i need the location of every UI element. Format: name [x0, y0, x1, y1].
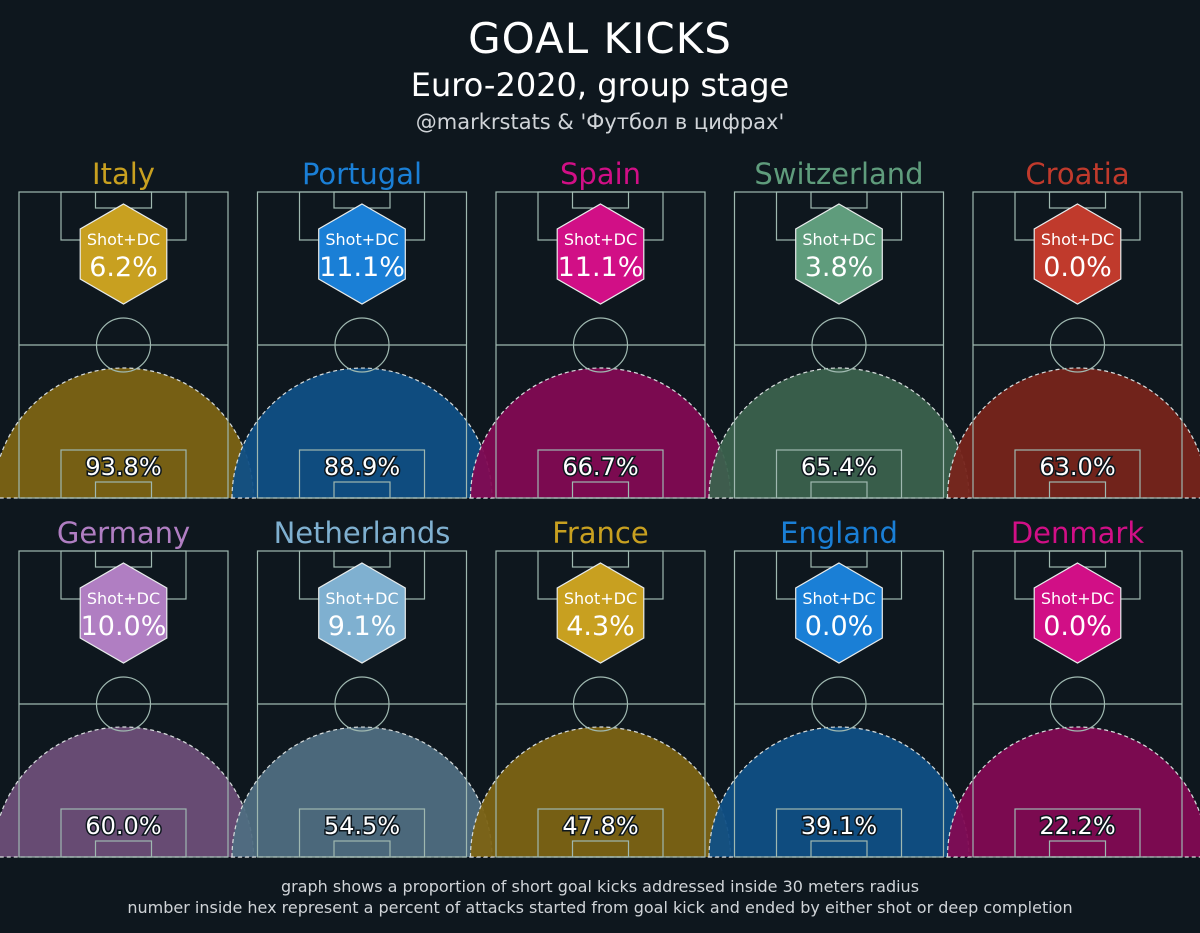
center-circle [811, 317, 867, 373]
center-circle [334, 317, 390, 373]
team-name: Denmark [1011, 516, 1144, 550]
hex-label: Shot+DC [87, 589, 160, 608]
shot-dc-hex [79, 562, 168, 664]
center-circle [95, 317, 152, 373]
team-name: Germany [57, 516, 190, 550]
goal-area-bottom [333, 481, 391, 499]
center-circle [95, 676, 152, 732]
center-circle [1049, 317, 1106, 373]
center-circle [1049, 676, 1106, 732]
chart-credit: @markrstats & 'Футбол в цифрах' [415, 110, 785, 134]
shot-dc-hex [1033, 562, 1122, 664]
shot-dc-hex [556, 562, 645, 664]
center-circle [572, 676, 629, 732]
short-kick-percent: 65.4% [801, 453, 877, 481]
goal-area-bottom [333, 840, 391, 858]
hex-label: Shot+DC [87, 230, 160, 249]
short-kick-zone [708, 367, 970, 499]
short-kick-percent: 88.9% [324, 453, 400, 481]
team-panel: Spain 66.7% Shot+DC 11.1% [469, 157, 732, 499]
shot-dc-percent: 0.0% [1043, 611, 1112, 642]
footnote-line: graph shows a proportion of short goal k… [280, 877, 920, 896]
team-name: Portugal [302, 157, 422, 191]
shot-dc-percent: 0.0% [1043, 252, 1112, 283]
goal-area-bottom [810, 481, 868, 499]
shot-dc-percent: 4.3% [566, 611, 635, 642]
short-kick-zone [469, 367, 732, 499]
team-panel: France 47.8% Shot+DC 4.3% [469, 516, 732, 858]
footnotes: graph shows a proportion of short goal k… [0, 876, 1200, 918]
shot-dc-percent: 6.2% [89, 252, 158, 283]
goal-area-bottom [94, 481, 153, 499]
shot-dc-hex [795, 562, 883, 664]
team-panel: Germany 60.0% Shot+DC 10.0% [0, 516, 255, 858]
shot-dc-percent: 0.0% [805, 611, 874, 642]
short-kick-zone [0, 726, 255, 858]
goal-area-bottom [571, 840, 630, 858]
short-kick-zone [946, 726, 1200, 858]
short-kick-percent: 22.2% [1039, 812, 1115, 840]
center-circle [572, 317, 629, 373]
short-kick-zone [469, 726, 732, 858]
center-circle [811, 676, 867, 732]
center-circle [334, 676, 390, 732]
team-panel: Denmark 22.2% Shot+DC 0.0% [946, 516, 1200, 858]
hex-label: Shot+DC [564, 230, 637, 249]
short-kick-zone [0, 367, 255, 499]
hex-label: Shot+DC [802, 589, 875, 608]
shot-dc-hex [1033, 203, 1122, 305]
hex-label: Shot+DC [325, 230, 398, 249]
goal-area-bottom [1048, 840, 1107, 858]
chart-title: GOAL KICKS [468, 14, 732, 63]
shot-dc-percent: 9.1% [328, 611, 397, 642]
shot-dc-percent: 10.0% [81, 611, 167, 642]
footnote-line: number inside hex represent a percent of… [127, 898, 1073, 917]
team-panel: Italy 93.8% Shot+DC 6.2% [0, 157, 255, 499]
team-panel: England 39.1% Shot+DC 0.0% [708, 516, 970, 858]
goal-area-bottom [571, 481, 630, 499]
hex-label: Shot+DC [1041, 230, 1114, 249]
chart-subtitle: Euro-2020, group stage [410, 66, 790, 104]
shot-dc-hex [318, 203, 406, 305]
team-panel: Portugal 88.9% Shot+DC 11.1% [231, 157, 493, 499]
team-panel: Croatia 63.0% Shot+DC 0.0% [946, 157, 1200, 499]
shot-dc-percent: 11.1% [319, 252, 405, 283]
team-name: Switzerland [754, 157, 923, 191]
shot-dc-hex [318, 562, 406, 664]
short-kick-percent: 60.0% [85, 812, 161, 840]
short-kick-percent: 39.1% [801, 812, 877, 840]
shot-dc-hex [79, 203, 168, 305]
short-kick-zone [946, 367, 1200, 499]
hex-label: Shot+DC [325, 589, 398, 608]
short-kick-percent: 93.8% [85, 453, 161, 481]
short-kick-percent: 66.7% [562, 453, 638, 481]
short-kick-zone [231, 726, 493, 858]
shot-dc-hex [795, 203, 883, 305]
hex-label: Shot+DC [564, 589, 637, 608]
shot-dc-percent: 3.8% [805, 252, 874, 283]
team-panel: Netherlands 54.5% Shot+DC 9.1% [231, 516, 493, 858]
team-name: England [780, 516, 898, 550]
short-kick-percent: 54.5% [324, 812, 400, 840]
team-name: Spain [560, 157, 641, 191]
team-name: Italy [92, 157, 155, 191]
goal-area-bottom [1048, 481, 1107, 499]
hex-label: Shot+DC [802, 230, 875, 249]
team-name: Netherlands [274, 516, 451, 550]
team-name: Croatia [1025, 157, 1129, 191]
short-kick-percent: 47.8% [562, 812, 638, 840]
pitch-grid: Italy 93.8% Shot+DC 6.2% Portugal 88.9% Shot+D… [0, 157, 1200, 858]
team-panel: Switzerland 65.4% Shot+DC 3.8% [708, 157, 970, 499]
short-kick-zone [708, 726, 970, 858]
shot-dc-percent: 11.1% [558, 252, 644, 283]
shot-dc-hex [556, 203, 645, 305]
team-name: France [552, 516, 648, 550]
short-kick-percent: 63.0% [1039, 453, 1115, 481]
hex-label: Shot+DC [1041, 589, 1114, 608]
short-kick-zone [231, 367, 493, 499]
goal-area-bottom [810, 840, 868, 858]
goal-area-bottom [94, 840, 153, 858]
